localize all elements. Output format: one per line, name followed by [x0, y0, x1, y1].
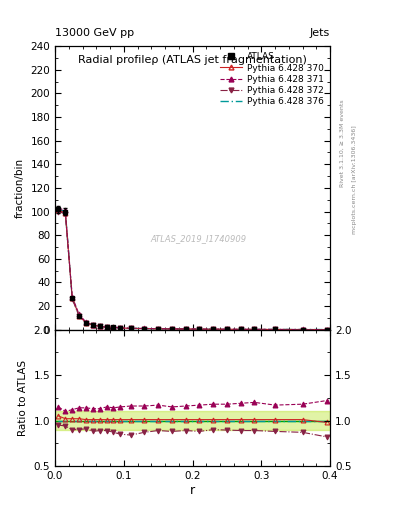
Text: ATLAS_2019_I1740909: ATLAS_2019_I1740909	[150, 234, 246, 244]
Text: Radial profileρ (ATLAS jet fragmentation): Radial profileρ (ATLAS jet fragmentation…	[78, 55, 307, 65]
Text: mcplots.cern.ch [arXiv:1306.3436]: mcplots.cern.ch [arXiv:1306.3436]	[352, 125, 357, 233]
Bar	[55, 412, 330, 430]
Text: Rivet 3.1.10, ≥ 3.3M events: Rivet 3.1.10, ≥ 3.3M events	[340, 99, 345, 187]
Legend: ATLAS, Pythia 6.428 370, Pythia 6.428 371, Pythia 6.428 372, Pythia 6.428 376: ATLAS, Pythia 6.428 370, Pythia 6.428 37…	[218, 51, 326, 108]
X-axis label: r: r	[190, 483, 195, 497]
Y-axis label: Ratio to ATLAS: Ratio to ATLAS	[18, 360, 28, 436]
Y-axis label: fraction/bin: fraction/bin	[15, 158, 25, 218]
Text: Jets: Jets	[310, 28, 330, 38]
Text: 13000 GeV pp: 13000 GeV pp	[55, 28, 134, 38]
